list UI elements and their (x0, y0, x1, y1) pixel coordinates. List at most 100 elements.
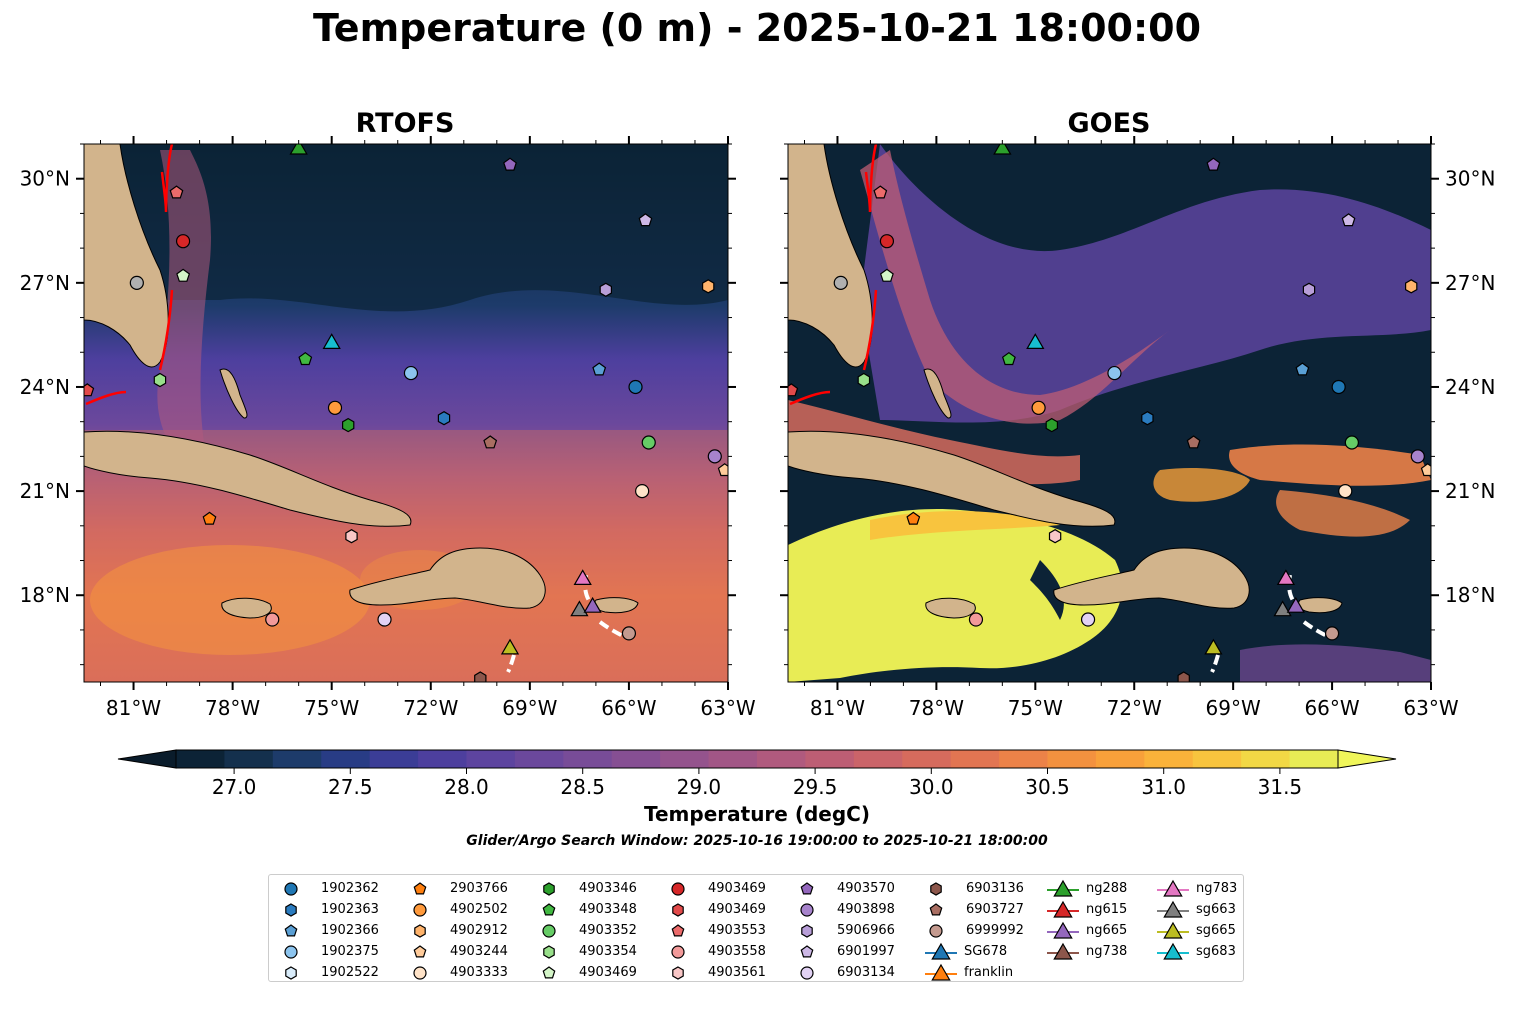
cuba-land (84, 430, 412, 527)
legend-item: 4903898 (795, 899, 895, 920)
lon-tick-label: 69°W (502, 696, 557, 720)
lon-tick-label: 81°W (810, 696, 865, 720)
map-float-marker (1206, 157, 1221, 171)
legend-item: 4903558 (666, 941, 766, 962)
map-float-marker (1045, 417, 1059, 433)
cuba-land (788, 430, 1116, 527)
legend-marker-icon (925, 963, 957, 981)
legend-marker-icon (543, 881, 555, 896)
map-float-marker (635, 483, 650, 499)
legend-item: 6903136 (924, 878, 1024, 899)
legend-marker-icon (413, 881, 427, 894)
colorbar-segment (660, 750, 710, 768)
legend-item: 1902522 (279, 962, 379, 983)
legend-label: franklin (964, 965, 1014, 980)
colorbar-segment (1095, 750, 1145, 768)
legend-marker-icon (1047, 942, 1079, 960)
colorbar-segment (950, 750, 1000, 768)
legend-marker-icon (671, 944, 685, 959)
map-float-marker (628, 379, 643, 395)
map-float-marker (265, 612, 280, 627)
rtofs-map-frame (83, 143, 729, 683)
colorbar-tick-label: 27.5 (328, 775, 373, 799)
map-glider-marker-ng288 (993, 144, 1012, 155)
map-float-marker (707, 449, 722, 464)
legend-item: 4903469 (537, 962, 637, 983)
map-float-marker (176, 268, 191, 282)
legend-label: 4903561 (708, 965, 766, 980)
legend-label: sg683 (1196, 944, 1236, 959)
lat-tick-label: 18°N (20, 583, 70, 607)
lon-tick-label: 72°W (1107, 696, 1162, 720)
legend-item: 4903469 (666, 878, 766, 899)
legend-label: ng738 (1086, 944, 1128, 959)
map-float-marker (873, 185, 888, 199)
map-float-marker (1177, 671, 1190, 682)
colorbar-segment (1241, 750, 1291, 768)
map-float-marker (641, 435, 656, 450)
map-glider-marker-sg663 (1273, 600, 1292, 617)
legend-label: 4902912 (450, 923, 508, 938)
lon-tick-label: 63°W (700, 696, 755, 720)
legend-label: 2903766 (450, 881, 508, 896)
legend-item: 6903134 (795, 962, 895, 983)
legend-marker-icon (414, 923, 426, 938)
map-glider-marker-ng665 (1286, 596, 1305, 613)
legend-item: 4903244 (408, 941, 508, 962)
map-float-marker (1295, 362, 1310, 376)
legend-marker-icon (671, 923, 685, 936)
map-float-marker (701, 279, 715, 294)
map-float-marker (599, 282, 613, 297)
map-float-marker (1324, 626, 1340, 641)
map-float-marker (1344, 435, 1359, 450)
colorbar-segment (1144, 750, 1194, 768)
legend-label: 4903553 (708, 923, 766, 938)
legend-marker-icon (1157, 921, 1189, 939)
colorbar-segment (176, 750, 225, 768)
map-float-marker (345, 529, 358, 544)
legend-label: 4903346 (579, 881, 637, 896)
lat-tick-label: 18°N (1445, 583, 1495, 607)
legend-label: 5906966 (837, 923, 895, 938)
map-float-marker (1338, 483, 1353, 499)
lat-tick-label: 21°N (20, 479, 70, 503)
legend-item: ng665 (1046, 920, 1127, 941)
map-float-marker (84, 383, 95, 397)
legend-marker-icon (285, 902, 297, 917)
legend-label: 6903136 (966, 881, 1024, 896)
legend-label: 6901997 (837, 944, 895, 959)
map-float-marker (717, 463, 728, 477)
legend-label: 6903134 (837, 965, 895, 980)
map-float-marker (403, 365, 419, 381)
legend-item: 2903766 (408, 878, 508, 899)
legend-label: 4903333 (450, 965, 508, 980)
map-glider-marker-sg683 (322, 333, 341, 349)
legend-item: sg663 (1156, 899, 1236, 920)
bahamas-land (219, 368, 248, 419)
legend-label: 4903570 (837, 881, 895, 896)
legend-item: sg665 (1156, 920, 1236, 941)
legend-label: 4903348 (579, 902, 637, 917)
map-float-marker (175, 234, 191, 249)
rtofs-map (84, 144, 728, 682)
map-float-marker (879, 234, 895, 249)
map-float-marker (1331, 379, 1346, 395)
colorbar-segment (1047, 750, 1097, 768)
legend-label: ng665 (1086, 923, 1128, 938)
puerto-rico-land (1297, 597, 1343, 614)
legend-marker-icon (413, 944, 427, 957)
lon-tick-label: 75°W (1008, 696, 1063, 720)
map-float-marker (327, 400, 343, 415)
map-float-marker (1420, 463, 1431, 477)
legend-label: 4903469 (579, 965, 637, 980)
legend-label: 4903469 (708, 881, 766, 896)
map-float-marker (169, 185, 184, 199)
legend-item: 4903354 (537, 941, 637, 962)
legend-marker-icon (672, 902, 684, 917)
legend-item: 4903348 (537, 899, 637, 920)
legend-marker-icon (800, 944, 814, 957)
legend-item: 4903570 (795, 878, 895, 899)
figure-title: Temperature (0 m) - 2025-10-21 18:00:00 (312, 6, 1202, 50)
legend-item: ng615 (1046, 899, 1127, 920)
map-float-marker (1341, 213, 1356, 227)
